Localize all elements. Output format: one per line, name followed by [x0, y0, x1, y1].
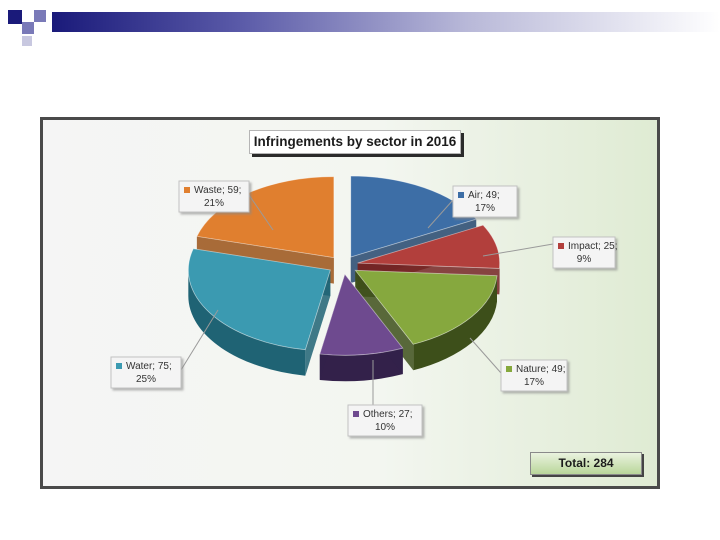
data-label-text: Water; 75; [126, 361, 172, 372]
pie-slice-cut [305, 269, 331, 376]
data-label-text: Others; 27; [363, 409, 412, 420]
data-label-nature: Nature; 49; 17% [500, 359, 568, 392]
pie-slice-top [187, 248, 331, 351]
leader-line [469, 337, 502, 374]
pie-slice-top [357, 224, 501, 269]
legend-swatch [458, 192, 464, 198]
data-label-water: Water; 75; 25% [110, 356, 182, 389]
header-square-1 [8, 10, 22, 24]
leader-line [248, 194, 274, 231]
pie-slice-side [413, 275, 497, 371]
pie-chart: Air; 49; 17% Impact; 25; 9% Nature; 49; 17% Ot… [110, 175, 617, 437]
data-label-percent: 21% [204, 198, 224, 209]
data-label-percent: 10% [375, 422, 395, 433]
chart-frame: Air; 49; 17% Impact; 25; 9% Nature; 49; 17% Ot… [40, 117, 660, 489]
pie-slice-top [354, 269, 498, 345]
data-label-impact: Impact; 25; 9% [552, 236, 617, 269]
legend-swatch [558, 243, 564, 249]
leader-line [180, 309, 219, 371]
pie-slice-water [187, 248, 331, 376]
pie-slice-side [319, 348, 403, 382]
chart-title: Infringements by sector in 2016 [249, 130, 461, 154]
pie-slice-others [319, 273, 404, 382]
legend-swatch [353, 411, 359, 417]
legend-swatch [116, 363, 122, 369]
leader-line [482, 243, 554, 257]
leader-line [427, 199, 454, 229]
data-label-text: Waste; 59; [194, 185, 241, 196]
data-label-air: Air; 49; 17% [452, 185, 518, 218]
data-label-text: Nature; 49; [516, 364, 565, 375]
data-label-percent: 25% [136, 374, 156, 385]
header-square-2 [22, 22, 34, 34]
data-label-percent: 9% [577, 254, 592, 265]
data-label-percent: 17% [524, 377, 544, 388]
header-bar [52, 12, 720, 32]
data-label-percent: 17% [475, 203, 495, 214]
header-square-3 [34, 10, 46, 22]
data-label-waste: Waste; 59; 21% [178, 180, 250, 213]
header-square-4 [22, 36, 32, 46]
data-labels: Air; 49; 17% Impact; 25; 9% Nature; 49; 17% Ot… [110, 180, 617, 437]
data-label-text: Impact; 25; [568, 241, 617, 252]
total-box: Total: 284 [530, 452, 642, 475]
legend-swatch [506, 366, 512, 372]
data-label-text: Air; 49; [468, 190, 500, 201]
legend-swatch [184, 187, 190, 193]
pie-slices [187, 175, 501, 382]
pie-slice-top [319, 273, 404, 356]
data-label-others: Others; 27; 10% [347, 404, 423, 437]
pie-slice-side [188, 269, 306, 376]
